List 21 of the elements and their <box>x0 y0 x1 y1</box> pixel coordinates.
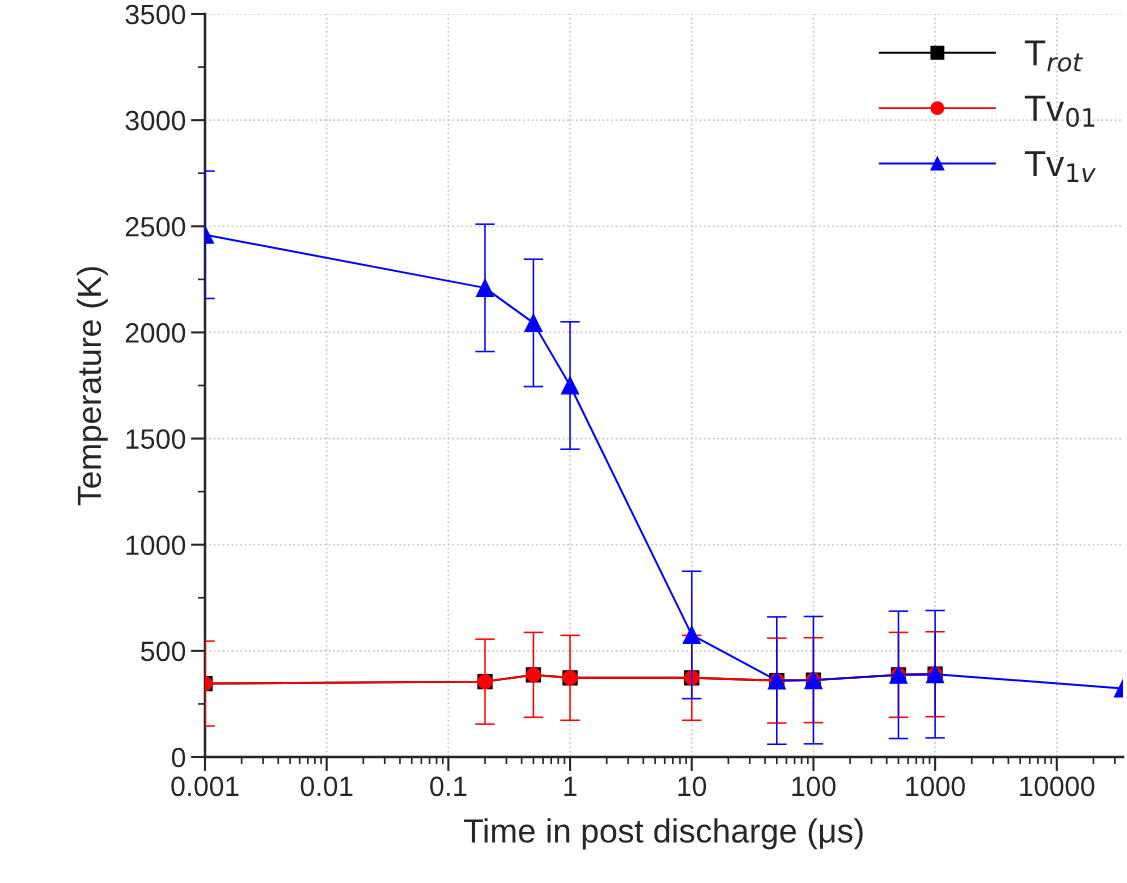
x-tick-label: 100 <box>792 776 836 797</box>
x-tick-label: 0.01 <box>300 776 353 797</box>
legend-label: T$_{rot}$ <box>1024 40 1083 72</box>
x-tick-label: 10 <box>678 776 707 797</box>
x-tick-label: 1 <box>564 776 577 796</box>
x-tick-label: 0.1 <box>430 776 467 797</box>
x-tick-label: 1000 <box>906 776 965 797</box>
y-tick-label: 3000 <box>125 110 186 131</box>
x-axis-title: Time in post discharge (μs) <box>464 818 863 850</box>
y-tick-label: 2000 <box>125 323 186 343</box>
y-tick-label: 1000 <box>126 535 186 556</box>
x-tick-label: 0.001 <box>171 776 239 797</box>
y-tick-label: 0 <box>171 747 186 768</box>
x-tick-label: 10000 <box>1020 776 1095 797</box>
y-tick-label: 500 <box>141 641 186 662</box>
y-tick-label: 1500 <box>126 429 186 449</box>
y-tick-label: 3500 <box>125 4 186 25</box>
legend-label: Tv$_{01}$ <box>1024 95 1095 127</box>
y-axis-title: Temperature (K) <box>76 267 108 506</box>
y-tick-label: 2500 <box>125 216 186 237</box>
legend-label: Tv$_{1v}$ <box>1024 151 1096 182</box>
